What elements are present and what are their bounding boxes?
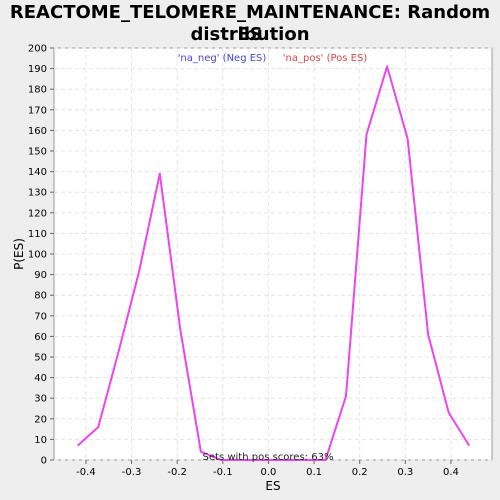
y-tick-label: 200 [28, 44, 47, 55]
y-tick-label: 70 [34, 311, 47, 322]
legend-neg: 'na_neg' (Neg ES) [178, 53, 267, 64]
x-tick-label: 0.2 [352, 467, 368, 478]
y-tick-label: 150 [28, 147, 47, 158]
series-line [77, 65, 471, 461]
y-tick-label: 140 [28, 167, 47, 178]
y-tick-label: 80 [34, 291, 47, 302]
y-axis-label: P(ES) [12, 238, 26, 270]
x-tick-label: -0.3 [122, 467, 142, 478]
x-axis-label: ES [265, 479, 280, 493]
y-tick-label: 190 [28, 64, 47, 75]
y-tick-label: 100 [28, 250, 47, 261]
y-tick-label: 40 [34, 373, 47, 384]
grid [54, 47, 492, 461]
y-tick-label: 50 [34, 353, 47, 364]
y-tick-label: 160 [28, 126, 47, 137]
y-tick-label: 60 [34, 332, 47, 343]
series-layer [77, 65, 471, 461]
x-tick-label: -0.1 [213, 467, 233, 478]
x-tick-label: 0.0 [260, 467, 276, 478]
x-axis-ticks: -0.4 -0.3 -0.2 -0.1 0.0 0.1 0.2 0.3 0.4 [76, 460, 459, 478]
y-tick-label: 180 [28, 85, 47, 96]
y-tick-label: 20 [34, 414, 47, 425]
pos-scores-annotation: Sets with pos scores: 63% [203, 452, 334, 463]
chart-title-line1: REACTOME_TELOMERE_MAINTENANCE: Random ES [9, 2, 491, 45]
y-tick-label: 0 [41, 456, 47, 467]
y-tick-label: 110 [28, 229, 47, 240]
x-tick-label: 0.4 [443, 467, 459, 478]
x-tick-label: -0.2 [167, 467, 187, 478]
y-tick-label: 30 [34, 394, 47, 405]
x-tick-label: 0.3 [397, 467, 413, 478]
y-tick-label: 170 [28, 105, 47, 116]
x-tick-label: 0.1 [306, 467, 322, 478]
y-tick-label: 120 [28, 208, 47, 219]
y-axis-ticks: 0 10 20 30 40 50 60 70 80 90 100 110 120 130 140 150 160… [28, 44, 54, 467]
x-tick-label: -0.4 [76, 467, 96, 478]
legend-pos: 'na_pos' (Pos ES) [283, 53, 368, 64]
y-tick-label: 90 [34, 270, 47, 281]
chart-title-line2: distribution [190, 24, 310, 45]
y-tick-label: 130 [28, 188, 47, 199]
y-tick-label: 10 [34, 435, 47, 446]
